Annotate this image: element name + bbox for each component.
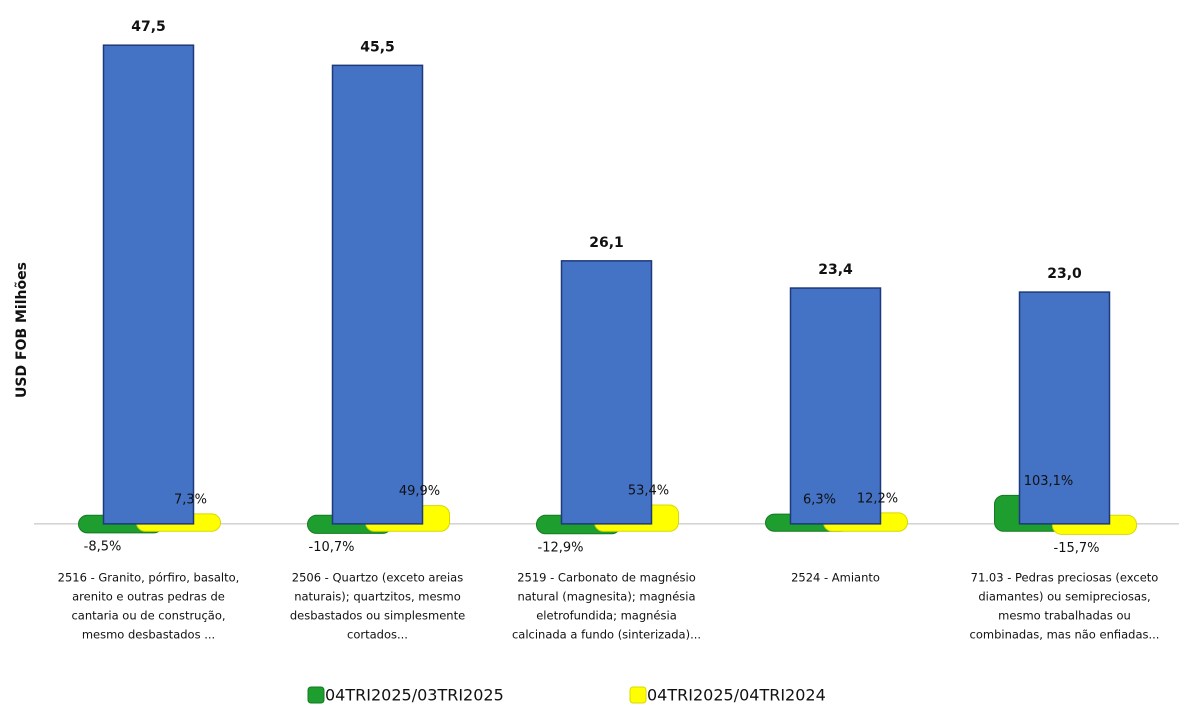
x-tick-label: 2524 - Amianto <box>791 571 880 585</box>
value-label: 47,5 <box>131 19 166 35</box>
x-tick-label: cantaria ou de construção, <box>71 609 225 623</box>
x-tick-label: cortados... <box>347 628 408 642</box>
change-label: 12,2% <box>857 491 898 506</box>
y-axis-label: USD FOB Milhões <box>14 262 30 398</box>
x-tick-label: combinadas, mas não enfiadas... <box>970 628 1160 642</box>
bar <box>102 44 195 525</box>
change-label: 6,3% <box>803 493 836 508</box>
x-tick-label: desbastados ou simplesmente <box>290 609 465 623</box>
x-tick-label: 2516 - Granito, pórfiro, basalto, <box>58 571 240 585</box>
legend-label: 04TRI2025/04TRI2024 <box>647 686 826 705</box>
change-label: -12,9% <box>538 540 584 555</box>
x-tick-label: calcinada a fundo (sinterizada)... <box>512 628 701 642</box>
x-tick-label: 2519 - Carbonato de magnésio <box>517 571 696 585</box>
bar <box>331 64 424 525</box>
change-label: -15,7% <box>1054 541 1100 556</box>
change-label: 7,3% <box>174 492 207 507</box>
change-label: 103,1% <box>1024 474 1074 489</box>
bar <box>1018 291 1111 525</box>
x-tick-label: mesmo desbastados ... <box>82 628 215 642</box>
x-tick-label: mesmo trabalhadas ou <box>998 609 1131 623</box>
x-tick-label: eletrofundida; magnésia <box>536 609 677 623</box>
legend-label: 04TRI2025/03TRI2025 <box>325 686 504 705</box>
bar <box>789 287 882 525</box>
x-tick-label: natural (magnesita); magnésia <box>517 590 695 604</box>
legend-swatch <box>307 686 325 704</box>
x-tick-label: diamantes) ou semipreciosas, <box>978 590 1150 604</box>
value-label: 45,5 <box>360 39 395 55</box>
value-label: 26,1 <box>589 235 624 251</box>
change-label: -10,7% <box>309 540 355 555</box>
x-tick-label: 71.03 - Pedras preciosas (exceto <box>971 571 1159 585</box>
change-label: -8,5% <box>84 539 122 554</box>
bar <box>560 260 653 525</box>
value-label: 23,4 <box>818 262 853 278</box>
x-tick-label: naturais); quartzitos, mesmo <box>294 590 461 604</box>
change-label: 49,9% <box>399 484 440 499</box>
x-tick-label: 2506 - Quartzo (exceto areias <box>292 571 463 585</box>
legend-swatch <box>629 686 647 704</box>
change-label: 53,4% <box>628 483 669 498</box>
x-tick-label: arenito e outras pedras de <box>72 590 225 604</box>
value-label: 23,0 <box>1047 266 1082 282</box>
